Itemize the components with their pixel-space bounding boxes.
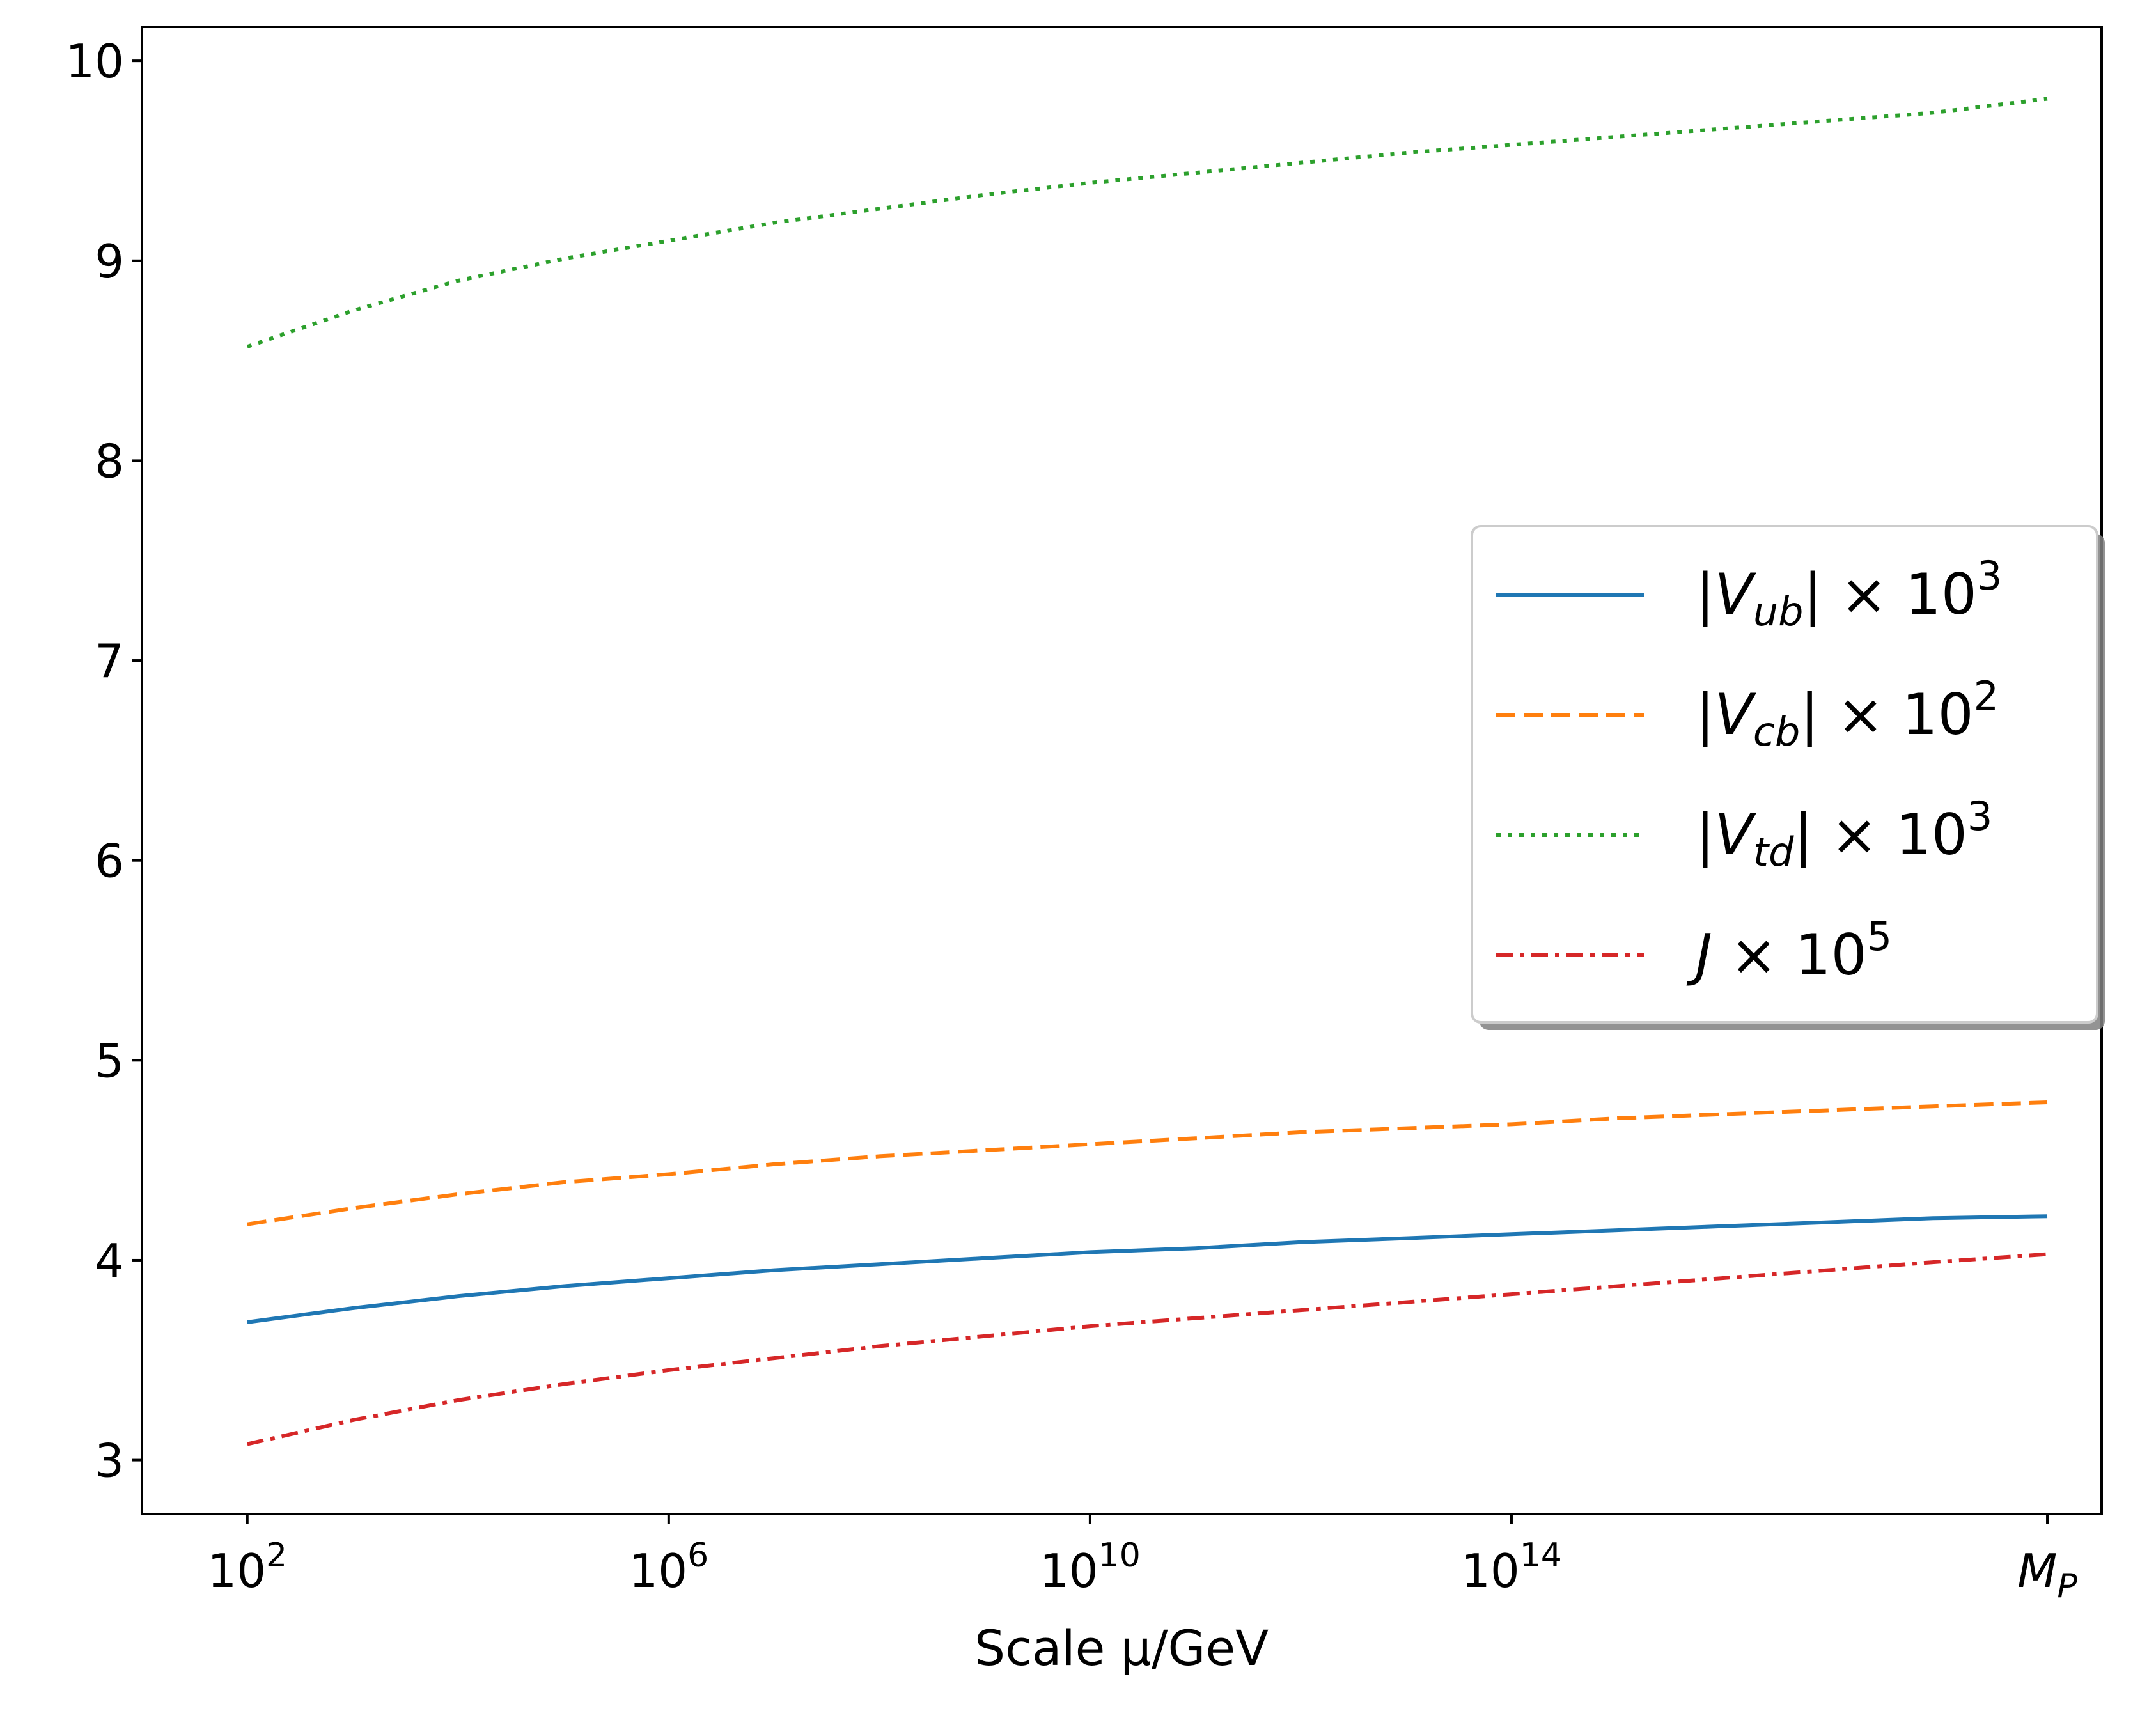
legend-box (1471, 525, 2098, 1024)
y-tick-label: 4 (95, 1234, 124, 1288)
series-line-1 (247, 1100, 2048, 1226)
x-tick-label: MP (2017, 1544, 2077, 1606)
legend-label-2: |Vtd| × 103 (1696, 793, 1992, 875)
x-tick-label: 1010 (1040, 1536, 1141, 1598)
legend-label-0: |Vub| × 103 (1696, 552, 2002, 635)
legend: |Vub| × 103 |Vcb| × 102 |Vtd| × 103 J × 105 (1471, 525, 2105, 1030)
series-line-3 (247, 1252, 2048, 1446)
x-axis-label: Scale μ/GeV (974, 1620, 1269, 1676)
y-tick-label: 5 (95, 1034, 124, 1088)
y-tick-label: 3 (95, 1434, 124, 1488)
x-tick-label: 102 (207, 1536, 287, 1598)
series-layer (246, 97, 2048, 1446)
legend-label-1: |Vcb| × 102 (1696, 673, 1999, 755)
y-tick-label: 9 (95, 235, 124, 288)
y-tick-label: 10 (65, 35, 124, 88)
series-line-0 (247, 1214, 2048, 1324)
x-tick-label: 1014 (1461, 1536, 1562, 1598)
x-tick-label: 106 (629, 1536, 708, 1598)
legend-label-3: J × 105 (1686, 913, 1892, 988)
y-tick-label: 8 (95, 434, 124, 488)
ticks-layer: 3 4 5 6 7 8 9 10 102 106 1010 1014 MP (65, 35, 2077, 1606)
y-tick-label: 6 (95, 834, 124, 888)
y-tick-label: 7 (95, 634, 124, 688)
